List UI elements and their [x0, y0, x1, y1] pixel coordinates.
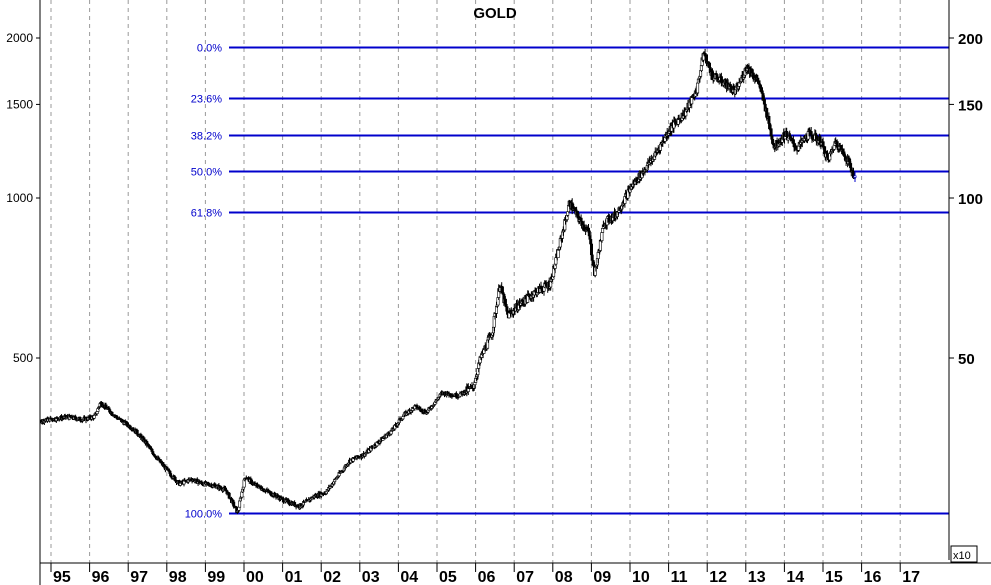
- candle-body: [92, 415, 96, 419]
- candle-body: [853, 175, 857, 178]
- fib-label: 23.6%: [191, 94, 222, 106]
- candle-body: [601, 228, 605, 233]
- x-tick-label: 99: [207, 569, 225, 585]
- chart-title: GOLD: [473, 5, 516, 22]
- x-tick-label: 95: [53, 569, 71, 585]
- x-tick-label: 96: [92, 569, 110, 585]
- candle-body: [554, 257, 558, 265]
- x-tick-label: 97: [130, 569, 148, 585]
- candle-body: [227, 492, 231, 499]
- x-tick-label: 06: [478, 569, 496, 585]
- candle-body: [237, 506, 241, 511]
- multiplier-box: x10: [950, 545, 978, 563]
- x-tick-label: 03: [362, 569, 380, 585]
- candle-body: [719, 76, 723, 83]
- x-tick-label: 02: [323, 569, 341, 585]
- x-tick-label: 00: [246, 569, 264, 585]
- candle-body: [401, 416, 405, 420]
- candle-body: [582, 224, 586, 230]
- x-tick-label: 01: [285, 569, 303, 585]
- left-price-axis: 500 1000 1500 2000: [6, 31, 40, 365]
- x-tick-label: 07: [516, 569, 534, 585]
- x-tick-label: 14: [786, 569, 804, 585]
- x-tick-label: 08: [555, 569, 573, 585]
- multiplier-label: x10: [953, 550, 971, 562]
- right-tick-label: 150: [958, 97, 983, 114]
- fib-label: 0.0%: [197, 43, 222, 55]
- x-tick-label: 05: [439, 569, 457, 585]
- left-tick-label: 500: [13, 351, 33, 365]
- left-tick-label: 2000: [6, 31, 33, 45]
- fib-label: 100.0%: [185, 509, 223, 521]
- candle-body: [756, 77, 760, 82]
- left-tick-label: 1000: [6, 191, 33, 205]
- candle-body: [598, 239, 602, 251]
- right-tick-label: 100: [958, 191, 983, 208]
- x-tick-label: 98: [169, 569, 187, 585]
- price-candles: [39, 48, 857, 515]
- candle-body: [728, 84, 732, 87]
- right-price-axis: 50 100 150 200: [949, 31, 983, 368]
- fib-label: 61.8%: [191, 208, 222, 220]
- x-tick-label: 10: [632, 569, 650, 585]
- x-tick-label: 09: [593, 569, 611, 585]
- candle-body: [473, 382, 477, 386]
- left-tick-label: 1500: [6, 97, 33, 111]
- candle-body: [596, 252, 600, 259]
- fibonacci-levels: 0.0% 23.6% 38.2% 50.0% 61.8% 100.0%: [185, 43, 949, 521]
- candle-body: [600, 232, 604, 241]
- x-tick-label: 13: [748, 569, 766, 585]
- fib-label: 50.0%: [191, 167, 222, 179]
- x-tick-label: 15: [825, 569, 843, 585]
- fib-label: 38.2%: [191, 131, 222, 143]
- x-tick-label: 12: [709, 569, 727, 585]
- x-tick-label: 16: [864, 569, 882, 585]
- year-axis: 95 96 97 98 99 00 01 02 03 04 05 06 07 08 09 10 11 12 13 14…: [50, 563, 920, 585]
- candle-body: [842, 151, 846, 156]
- right-tick-label: 50: [958, 351, 975, 368]
- x-tick-label: 17: [902, 569, 920, 585]
- candle-body: [95, 411, 99, 415]
- right-tick-label: 200: [958, 31, 983, 48]
- candle-body: [238, 500, 242, 508]
- candle-body: [767, 116, 771, 124]
- candle-body: [696, 82, 700, 94]
- x-tick-label: 11: [671, 569, 688, 585]
- x-tick-label: 04: [400, 569, 418, 585]
- chart-frame: [39, 0, 991, 585]
